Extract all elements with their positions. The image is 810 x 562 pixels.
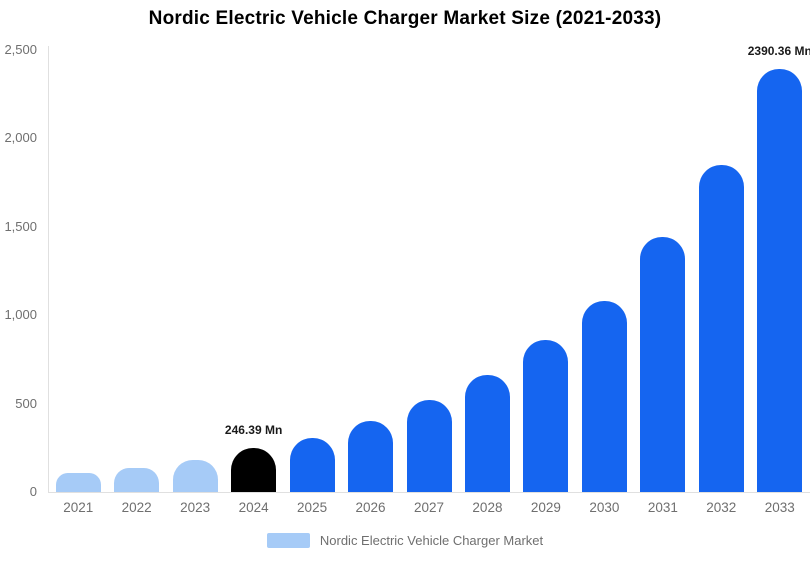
- bar-2029[interactable]: [523, 340, 569, 492]
- y-tick-label: 1,500: [4, 218, 37, 234]
- y-tick-label: 0: [29, 484, 37, 499]
- bar-value-label-2033: 2390.36 Mn: [747, 44, 810, 59]
- bar-2031[interactable]: [640, 237, 686, 492]
- x-tick-2024: 2024: [238, 500, 269, 515]
- legend-swatch-icon: [266, 533, 310, 548]
- plot-area: [49, 46, 809, 492]
- bar-2021[interactable]: [55, 472, 101, 492]
- bar-2024[interactable]: [231, 448, 277, 492]
- x-tick-2025: 2025: [297, 500, 328, 515]
- x-tick-2033: 2033: [764, 500, 795, 515]
- legend-item[interactable]: Nordic Electric Vehicle Charger Market: [0, 533, 810, 548]
- x-tick-2028: 2028: [472, 500, 503, 515]
- bar-2028[interactable]: [464, 374, 510, 492]
- bar-2022[interactable]: [114, 467, 160, 492]
- x-tick-2031: 2031: [647, 500, 678, 515]
- x-tick-2032: 2032: [706, 500, 737, 515]
- bar-2030[interactable]: [581, 301, 627, 492]
- y-tick-label: 1,000: [4, 307, 37, 323]
- y-axis-line: [48, 46, 49, 492]
- bar-2023[interactable]: [172, 460, 218, 492]
- x-tick-2021: 2021: [63, 500, 94, 515]
- bar-value-label-2024: 246.39 Mn: [224, 423, 283, 438]
- bar-2027[interactable]: [406, 400, 452, 492]
- x-axis-line: [48, 492, 810, 493]
- y-tick-label: 2,500: [4, 42, 37, 57]
- y-tick-label: 2,000: [4, 130, 37, 146]
- x-tick-2022: 2022: [121, 500, 152, 515]
- bar-2026[interactable]: [348, 421, 394, 492]
- y-tick-label: 500: [15, 395, 37, 411]
- bar-2033[interactable]: [757, 69, 803, 492]
- x-tick-2027: 2027: [413, 500, 445, 515]
- bar-2025[interactable]: [289, 437, 335, 492]
- bar-2032[interactable]: [698, 164, 744, 492]
- x-tick-2030: 2030: [589, 500, 620, 515]
- legend-label: Nordic Electric Vehicle Charger Market: [319, 533, 544, 548]
- chart-title: Nordic Electric Vehicle Charger Market S…: [148, 8, 662, 29]
- x-tick-2023: 2023: [180, 500, 211, 515]
- x-tick-2026: 2026: [355, 500, 386, 515]
- x-tick-2029: 2029: [530, 500, 561, 515]
